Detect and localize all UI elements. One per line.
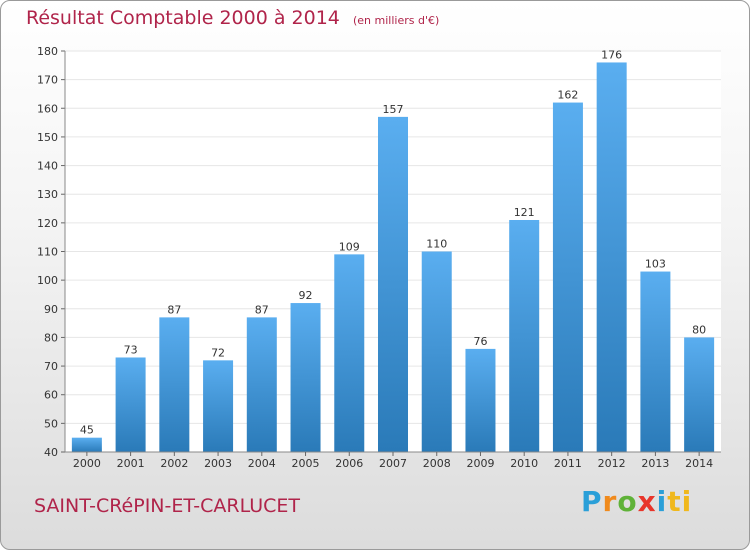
bar — [640, 271, 671, 452]
x-tick-label: 2007 — [379, 457, 407, 470]
bar — [71, 437, 102, 452]
chart-title-text: Résultat Comptable 2000 à 2014 — [26, 7, 340, 29]
data-label: 45 — [80, 424, 94, 437]
y-tick-label: 110 — [37, 246, 58, 259]
bar — [115, 357, 146, 452]
x-tick-label: 2003 — [204, 457, 232, 470]
data-label: 87 — [255, 303, 269, 316]
logo-letter: P — [581, 485, 603, 518]
data-label: 121 — [514, 206, 535, 219]
logo-letter: x — [637, 485, 657, 518]
x-tick-label: 2013 — [641, 457, 669, 470]
y-tick-label: 160 — [37, 102, 58, 115]
y-tick-label: 140 — [37, 160, 58, 173]
bar — [552, 102, 583, 453]
y-tick-label: 50 — [44, 417, 58, 430]
bar — [684, 337, 715, 452]
data-label: 103 — [645, 258, 666, 271]
bar — [246, 317, 277, 452]
logo-letter: r — [602, 485, 618, 518]
data-label: 87 — [167, 303, 181, 316]
x-tick-label: 2008 — [423, 457, 451, 470]
bar — [334, 254, 365, 452]
bar — [159, 317, 190, 452]
logo-letter: ti — [667, 485, 693, 518]
x-tick-label: 2010 — [510, 457, 538, 470]
x-tick-label: 2006 — [335, 457, 363, 470]
x-tick-label: 2014 — [685, 457, 713, 470]
data-label: 157 — [383, 103, 404, 116]
data-labels: 45 73 87 72 87 92 109 157 110 76 121 162 176 103 80 — [80, 48, 706, 436]
chart-unit-text: (en milliers d'€) — [352, 14, 440, 27]
logo-letter: o — [617, 485, 638, 518]
x-tick-label: 2000 — [73, 457, 101, 470]
proxiti-logo: Proxiti — [581, 485, 692, 518]
bar — [378, 116, 408, 452]
y-tick-label: 60 — [44, 389, 58, 402]
data-label: 76 — [473, 335, 487, 348]
commune-name: SAINT-CRéPIN-ET-CARLUCET — [34, 495, 300, 517]
y-tick-label: 100 — [37, 274, 58, 287]
bar — [290, 303, 321, 452]
data-label: 80 — [692, 323, 706, 336]
data-label: 109 — [339, 240, 360, 253]
data-label: 73 — [124, 343, 138, 356]
data-label: 110 — [426, 238, 447, 251]
bar — [421, 251, 452, 452]
bars — [71, 62, 715, 453]
bar — [465, 348, 496, 452]
bar — [203, 360, 234, 452]
y-tick-label: 180 — [37, 45, 58, 58]
x-tick-label: 2004 — [248, 457, 276, 470]
logo-letter: i — [656, 485, 668, 518]
data-label: 162 — [557, 89, 578, 102]
x-tick-label: 2011 — [554, 457, 582, 470]
x-tick-label: 2012 — [598, 457, 626, 470]
y-tick-label: 70 — [44, 360, 58, 373]
data-label: 176 — [601, 48, 622, 61]
y-tick-label: 80 — [44, 331, 58, 344]
y-tick-label: 40 — [44, 446, 58, 459]
x-tick-label: 2002 — [160, 457, 188, 470]
data-label: 72 — [211, 346, 225, 359]
x-tick-label: 2005 — [292, 457, 320, 470]
y-tick-label: 170 — [37, 74, 58, 87]
bar — [509, 219, 540, 452]
bar — [596, 62, 627, 452]
chart-title: Résultat Comptable 2000 à 2014 (en milli… — [26, 7, 439, 29]
x-tick-label: 2009 — [466, 457, 494, 470]
data-label: 92 — [299, 289, 313, 302]
y-tick-label: 150 — [37, 131, 58, 144]
x-tick-label: 2001 — [117, 457, 145, 470]
y-tick-label: 90 — [44, 303, 58, 316]
y-tick-label: 130 — [37, 188, 58, 201]
y-tick-label: 120 — [37, 217, 58, 230]
axes: 40 50 60 70 80 90 100 110 120 130 140 150 160 170 180 2… — [37, 45, 721, 470]
